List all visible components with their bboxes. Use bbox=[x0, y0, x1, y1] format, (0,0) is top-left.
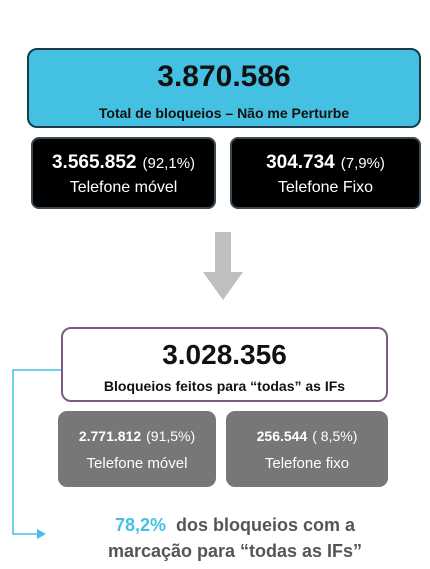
all-ifs-blocks-value: 3.028.356 bbox=[162, 339, 287, 370]
footnote: 78,2% dos bloqueios com a marcação para “… bbox=[50, 512, 420, 564]
landline-blocks-value: 304.734 bbox=[266, 152, 335, 173]
landline-blocks-label: Telefone Fixo bbox=[277, 179, 374, 196]
all-ifs-landline-box: 256.544( 8,5%) Telefone fixo bbox=[226, 411, 388, 487]
landline-blocks-box: 304.734 (7,9%) Telefone Fixo bbox=[230, 137, 421, 209]
all-ifs-landline-value: 256.544 bbox=[256, 428, 308, 444]
total-blocks-label: Total de bloqueios – Não me Perturbe bbox=[98, 105, 350, 121]
all-ifs-landline-percent: ( 8,5%) bbox=[312, 428, 358, 444]
all-ifs-mobile-percent: (91,5%) bbox=[146, 428, 196, 444]
all-ifs-mobile-label: Telefone móvel bbox=[86, 455, 188, 472]
mobile-blocks-label: Telefone móvel bbox=[69, 179, 178, 196]
all-ifs-blocks-box: 3.028.356 Bloqueios feitos para “todas” … bbox=[61, 327, 388, 402]
footnote-line2: marcação para “todas as IFs” bbox=[107, 541, 363, 561]
footnote-line1: dos bloqueios com a bbox=[176, 515, 356, 535]
total-blocks-value: 3.870.586 bbox=[157, 60, 291, 93]
all-ifs-mobile-box: 2.771.812 (91,5%) Telefone móvel bbox=[58, 411, 216, 487]
all-ifs-blocks-label: Bloqueios feitos para “todas” as IFs bbox=[103, 378, 346, 394]
all-ifs-landline-label: Telefone fixo bbox=[264, 455, 350, 472]
total-blocks-box: 3.870.586 Total de bloqueios – Não me Pe… bbox=[27, 48, 421, 128]
mobile-blocks-box: 3.565.852 (92,1%) Telefone móvel bbox=[31, 137, 216, 209]
mobile-blocks-value: 3.565.852 bbox=[51, 152, 137, 173]
mobile-blocks-percent: (92,1%) bbox=[142, 155, 196, 172]
landline-blocks-percent: (7,9%) bbox=[340, 155, 385, 172]
all-ifs-mobile-value: 2.771.812 bbox=[78, 428, 142, 444]
down-arrow-icon bbox=[203, 232, 243, 300]
footnote-highlight: 78,2% bbox=[114, 515, 166, 535]
